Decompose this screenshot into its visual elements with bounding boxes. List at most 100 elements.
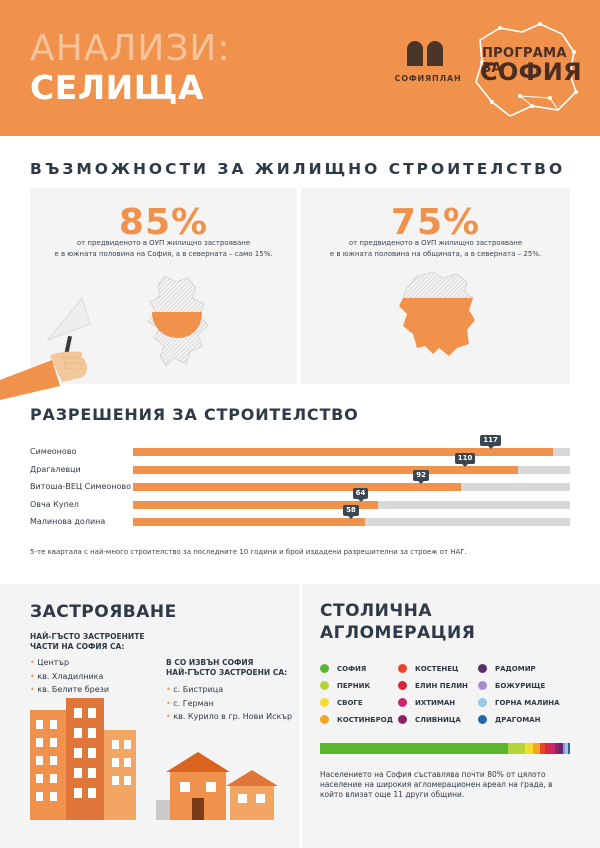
legend-swatch (478, 681, 487, 690)
agglomeration-share-segment (550, 743, 556, 754)
sofiaplan-logo: СОФИЯПЛАН (392, 40, 464, 90)
legend-swatch (398, 664, 407, 673)
permit-bar-track (133, 483, 570, 491)
housing-municipality-desc-line2: е в южната половина на общината, а в сев… (329, 250, 542, 258)
legend-label: ГОРНА МАЛИНА (495, 699, 560, 707)
agglomeration-share-segment (565, 743, 568, 754)
legend-label: ДРАГОМАН (495, 716, 541, 724)
agglomeration-note: Населението на София съставлява почти 80… (320, 770, 553, 799)
agglomeration-share-segment (558, 743, 563, 754)
agglomeration-share-segment (562, 743, 566, 754)
permit-bar-fill (133, 500, 378, 509)
agglomeration-share-segment (320, 743, 509, 754)
agglomeration-share-segment (540, 743, 546, 754)
housing-sofia-desc-line2: е в южната половина на София, а в северн… (54, 250, 273, 258)
permit-bar-fill (133, 518, 365, 526)
bottom-divider (300, 584, 302, 848)
legend-label: ЕЛИН ПЕЛИН (415, 682, 468, 690)
legend-swatch (320, 681, 329, 690)
sofiaplan-mark-icon (407, 41, 443, 66)
legend-label: БОЖУРИЩЕ (495, 682, 546, 690)
permit-row-label: Малинова долина (30, 517, 106, 526)
header-banner: АНАЛИЗИ: СЕЛИЩА СОФИЯПЛАН ПРОГРАМА ЗА СО… (0, 0, 600, 136)
agglomeration-title-line2: АГЛОМЕРАЦИЯ (320, 623, 476, 643)
permits-note: 5-те квартала с най-много строителство з… (30, 548, 467, 556)
housing-sofia-desc-line1: от предвиденото в ОУП жилищно застрояван… (76, 239, 251, 247)
housing-municipality-percent: 75% (390, 202, 481, 243)
housing-section-title: ВЪЗМОЖНОСТИ ЗА ЖИЛИЩНО СТРОИТЕЛСТВО (30, 160, 566, 178)
permits-section-title: РАЗРЕШЕНИЯ ЗА СТРОИТЕЛСТВО (30, 405, 359, 424)
outside-density-heading-line2: НАЙ-ГЪСТО ЗАСТРОЕНИ СА: (166, 668, 288, 677)
permit-bar-track (133, 500, 570, 509)
sofia-density-heading: НАЙ-ГЪСТО ЗАСТРОЕНИТЕ ЧАСТИ НА СОФИЯ СА: (30, 632, 144, 652)
development-section-title: ЗАСТРОЯВАНЕ (30, 602, 177, 622)
permit-bar-track (133, 518, 570, 526)
legend-label: КОСТЕНЕЦ (415, 665, 459, 673)
outside-density-list: с. Бистрица с. Герман кв. Курило в гр. Н… (166, 685, 292, 726)
legend-label: КОСТИНБРОД (337, 716, 393, 724)
permit-count-tag: 117 (480, 435, 501, 449)
buildings-illustration (30, 698, 278, 820)
housing-sofia-percent: 85% (118, 202, 209, 243)
list-item: кв. Курило в гр. Нови Искър (166, 712, 292, 726)
agglomeration-share-segment (567, 743, 570, 754)
list-item: Център (30, 658, 109, 672)
permit-row-label: Симеоново (30, 447, 77, 456)
sofia-density-heading-line2: ЧАСТИ НА СОФИЯ СА: (30, 642, 125, 651)
list-item: кв. Хладилника (30, 672, 109, 686)
permit-bar-track (133, 448, 570, 456)
legend-swatch (478, 698, 487, 707)
agglomeration-share-segment (525, 743, 533, 754)
legend-label: СОФИЯ (337, 665, 367, 673)
permit-bar-track (133, 465, 570, 474)
permit-row-label: Драгалевци (30, 464, 81, 474)
agglomeration-share-segment (532, 743, 541, 754)
legend-label: СЛИВНИЦА (415, 716, 461, 724)
legend-label: ПЕРНИК (337, 682, 371, 690)
permit-count-tag: 110 (454, 452, 476, 467)
sofia-density-list: Център кв. Хладилника кв. Белите брези (30, 658, 109, 699)
program-outline-icon (475, 22, 578, 117)
program-logo-line2: СОФИЯ (480, 58, 582, 86)
sofia-municipality-map-icon (399, 271, 475, 356)
permit-row-label: Овча Купел (30, 499, 79, 509)
housing-municipality-desc-line1: от предвиденото в ОУП жилищно застрояван… (348, 239, 523, 247)
trowel-hand-illustration (0, 296, 91, 400)
permit-count-tag: 92 (413, 470, 429, 484)
program-for-sofia-logo: ПРОГРАМА ЗА СОФИЯ (470, 22, 582, 118)
program-logo-line1: ПРОГРАМА ЗА (482, 46, 567, 76)
permit-row-label: Витоша-ВЕЦ Симеоново (30, 482, 132, 491)
permit-bar-fill (133, 465, 518, 474)
legend-swatch (398, 681, 407, 690)
legend-swatch (320, 715, 329, 724)
page-title-line2: СЕЛИЩА (30, 68, 205, 107)
legend-swatch (478, 664, 487, 673)
legend-swatch (320, 664, 329, 673)
housing-municipality-description: от предвиденото в ОУП жилищно застрояван… (301, 238, 570, 260)
page-title-line1: АНАЛИЗИ: (30, 28, 231, 69)
sofiaplan-name: СОФИЯПЛАН (394, 74, 462, 83)
outside-density-heading-line1: В СО ИЗВЪН СОФИЯ (166, 658, 254, 667)
permit-count-tag: 58 (343, 505, 359, 519)
agglomeration-share-segment (545, 743, 551, 754)
agglomeration-share-segment (555, 743, 559, 754)
list-item: с. Бистрица (166, 685, 292, 699)
agglomeration-title-line1: СТОЛИЧНА (320, 601, 432, 621)
permit-bar-fill (133, 448, 553, 456)
agglomeration-section-title: СТОЛИЧНА АГЛОМЕРАЦИЯ (320, 600, 475, 644)
permit-count-tag: 64 (352, 487, 369, 502)
list-item: кв. Белите брези (30, 685, 109, 699)
legend-label: РАДОМИР (495, 665, 536, 673)
outside-density-heading: В СО ИЗВЪН СОФИЯ НАЙ-ГЪСТО ЗАСТРОЕНИ СА: (166, 658, 287, 678)
agglomeration-share-bar (320, 743, 570, 754)
housing-sofia-description: от предвиденото в ОУП жилищно застрояван… (30, 238, 297, 260)
legend-swatch (320, 698, 329, 707)
sofia-density-heading-line1: НАЙ-ГЪСТО ЗАСТРОЕНИТЕ (30, 632, 145, 641)
housing-panel-municipality: 75% от предвиденото в ОУП жилищно застро… (301, 188, 570, 384)
legend-swatch (398, 698, 407, 707)
legend-label: ИХТИМАН (415, 699, 456, 707)
sofia-city-map-icon (147, 275, 209, 367)
legend-swatch (478, 715, 487, 724)
list-item: с. Герман (166, 699, 292, 713)
permit-bar-fill (133, 483, 461, 491)
